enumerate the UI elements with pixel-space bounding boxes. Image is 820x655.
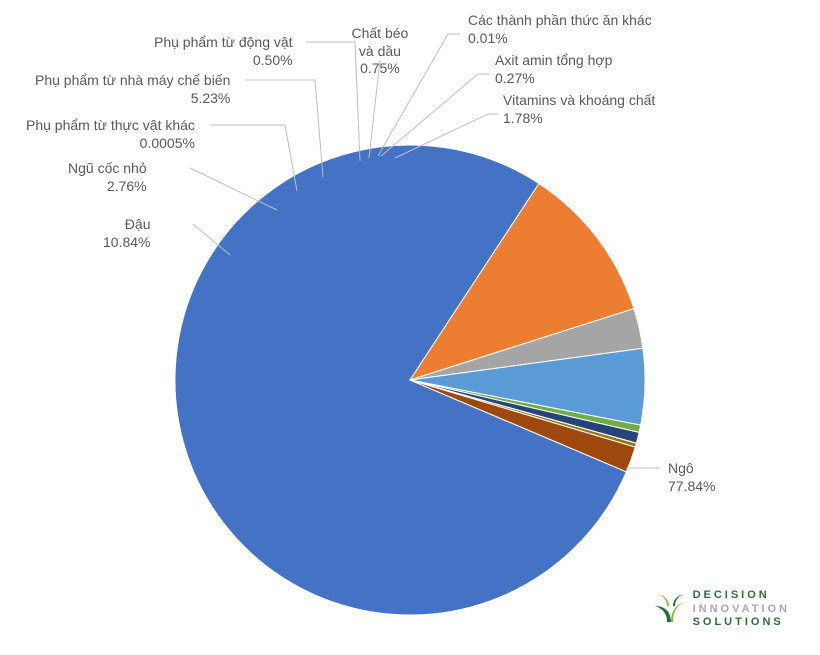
- slice-label: Vitamins và khoáng chất1.78%: [503, 92, 655, 127]
- leader-line: [245, 80, 323, 177]
- slice-label: Axit amin tổng hợp0.27%: [495, 52, 612, 87]
- leader-line: [190, 168, 277, 210]
- slice-label: Chất béovà dầu0.75%: [352, 25, 409, 78]
- slice-label: Ngô77.84%: [668, 460, 715, 495]
- slice-label: Các thành phần thức ăn khác0.01%: [468, 12, 652, 47]
- pie-chart: Ngô77.84% Đậu10.84% Ngũ cốc nhỏ2.76% Phụ ph…: [0, 0, 820, 650]
- logo-line-3: SOLUTIONS: [693, 616, 790, 630]
- slice-label: Đậu10.84%: [103, 216, 150, 251]
- slice-label: Phụ phẩm từ nhà máy chế biến5.23%: [35, 72, 230, 107]
- slice-label: Phụ phẩm từ thực vật khác0.0005%: [26, 117, 195, 152]
- logo-mark: [653, 592, 687, 626]
- leader-line: [381, 74, 490, 156]
- slice-label: Phụ phẩm từ động vật0.50%: [154, 34, 293, 69]
- logo-text: DECISION INNOVATION SOLUTIONS: [693, 589, 790, 630]
- brand-logo: DECISION INNOVATION SOLUTIONS: [653, 589, 790, 630]
- slice-label: Ngũ cốc nhỏ2.76%: [68, 160, 147, 195]
- logo-line-1: DECISION: [693, 589, 790, 603]
- logo-line-2: INNOVATION: [693, 603, 790, 617]
